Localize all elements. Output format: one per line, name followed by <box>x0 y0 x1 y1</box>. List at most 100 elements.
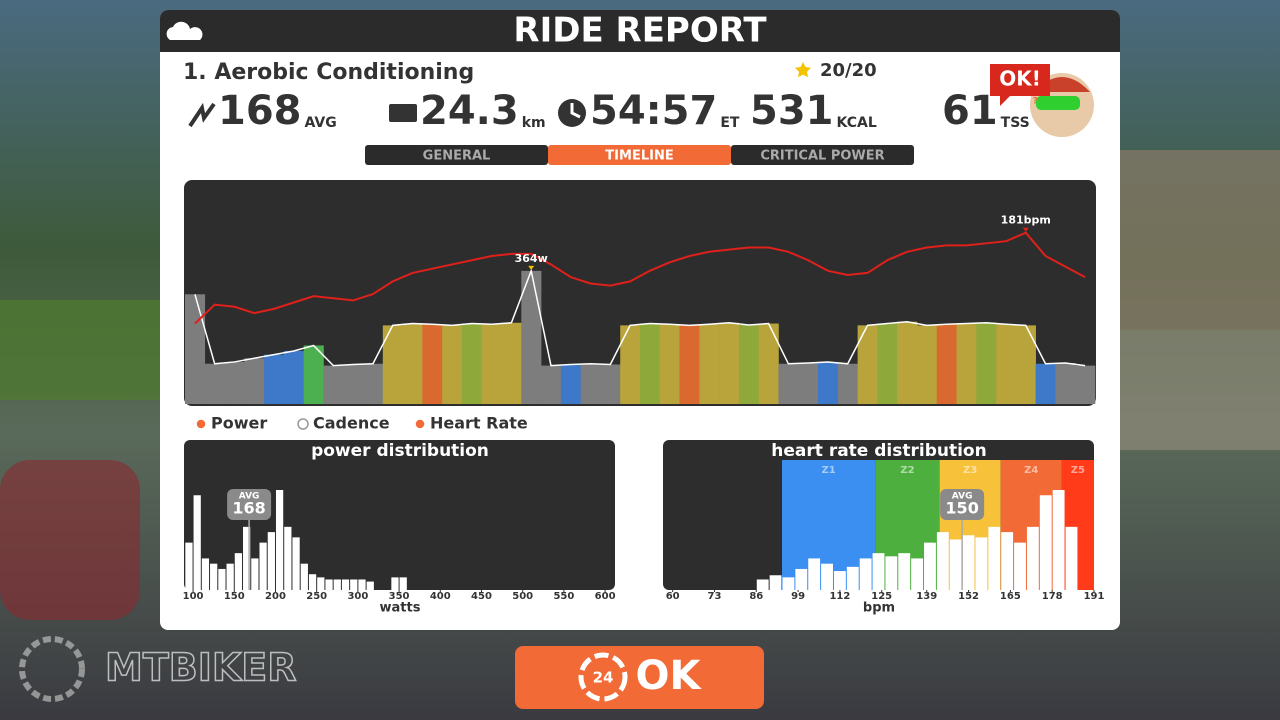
tab[interactable] <box>731 145 914 165</box>
ok-badge: 24 <box>593 669 614 687</box>
histogram-bar <box>341 579 350 590</box>
histogram-bar <box>936 532 949 590</box>
legend-marker[interactable] <box>195 418 207 430</box>
histogram-bar <box>399 577 407 590</box>
tab[interactable] <box>365 145 548 165</box>
power-column <box>1075 365 1096 404</box>
power-column <box>818 361 839 404</box>
x-tick-label: 500 <box>512 591 533 602</box>
avg-box <box>227 489 272 520</box>
x-tick-label: 191 <box>1084 591 1105 602</box>
x-tick-label: 73 <box>708 591 722 602</box>
zone-label: Z1 <box>822 465 836 476</box>
x-tick-label: 99 <box>791 591 805 602</box>
power-column <box>244 358 265 404</box>
power-column <box>204 363 225 404</box>
histogram-bar <box>1065 526 1078 590</box>
histogram-bar <box>975 537 988 590</box>
histogram-bar <box>872 553 885 590</box>
title: RIDE REPORT <box>513 11 767 51</box>
hr-x-label: bpm <box>863 601 895 616</box>
tab-label[interactable]: GENERAL <box>423 149 491 164</box>
clock-hands <box>570 103 581 119</box>
zone-label: Z5 <box>1071 465 1085 476</box>
annotation-pointer <box>528 265 535 270</box>
histogram-bar <box>185 542 193 590</box>
histogram-bar <box>1001 532 1014 590</box>
background-rider <box>0 460 140 620</box>
histogram-bar <box>308 574 317 590</box>
x-tick-label: 165 <box>1000 591 1021 602</box>
watermark-logo <box>19 636 85 702</box>
tab-label[interactable]: CRITICAL POWER <box>760 149 884 164</box>
power-column <box>798 363 819 404</box>
power-column <box>363 363 384 404</box>
power-column <box>323 365 344 404</box>
background-house <box>1120 150 1280 330</box>
histogram-bar <box>226 563 234 590</box>
power-column <box>976 322 997 404</box>
zone-label: Z2 <box>900 465 914 476</box>
tab[interactable] <box>548 145 731 165</box>
legend-marker[interactable] <box>414 418 426 430</box>
histogram-bar <box>846 566 859 590</box>
histogram-bar <box>833 571 846 590</box>
histogram-bar <box>259 542 267 590</box>
x-tick-label: 200 <box>265 591 286 602</box>
histogram-bar <box>366 581 374 590</box>
power-column <box>541 365 562 404</box>
histogram-bar <box>210 563 218 590</box>
badge: OK! <box>999 67 1041 91</box>
stat-value: 54:57 <box>590 88 717 134</box>
power-column <box>758 323 779 404</box>
power-column <box>185 294 206 404</box>
histogram-bar <box>769 575 782 590</box>
histogram-bar <box>911 558 924 590</box>
power-column <box>1035 363 1056 404</box>
x-tick-label: 600 <box>595 591 616 602</box>
power-column <box>402 323 423 404</box>
background-grass <box>0 300 160 400</box>
annotation-pointer <box>1022 227 1029 232</box>
histogram-bar <box>251 558 259 590</box>
histogram-bar <box>358 579 366 590</box>
x-tick-label: 350 <box>389 591 410 602</box>
tab-label[interactable]: TIMELINE <box>605 149 673 164</box>
power-column <box>936 324 957 404</box>
x-tick-label: 139 <box>916 591 937 602</box>
histogram-bar <box>808 558 821 590</box>
legend-label[interactable]: Power <box>211 414 267 433</box>
star-icon <box>795 62 811 78</box>
hr-distribution-title: heart rate distribution <box>771 441 986 461</box>
power-column <box>916 325 938 404</box>
histogram-bar <box>821 563 833 590</box>
power-column <box>283 350 304 404</box>
zone-label: Z4 <box>1024 465 1038 476</box>
stat-unit: AVG <box>305 115 337 131</box>
power-column <box>560 364 581 404</box>
power-column <box>264 354 285 404</box>
cloud-icon[interactable] <box>166 21 203 40</box>
ok-button[interactable] <box>515 646 764 709</box>
x-tick-label: 150 <box>224 591 245 602</box>
histogram-bar <box>988 526 1001 590</box>
x-tick-label: 60 <box>666 591 680 602</box>
power-column <box>778 363 799 404</box>
power-column <box>343 364 364 404</box>
avatar-glasses <box>1036 96 1080 110</box>
power-column <box>442 325 463 404</box>
legend-marker[interactable] <box>297 418 309 430</box>
power-column <box>521 270 542 404</box>
x-tick-label: 450 <box>471 591 492 602</box>
workout-name: 1. Aerobic Conditioning <box>183 60 474 85</box>
annotation: 181bpm <box>1001 214 1051 227</box>
legend-label[interactable]: Heart Rate <box>430 414 528 433</box>
stat-value: 531 <box>750 88 834 134</box>
background-road <box>1120 330 1280 450</box>
legend-label[interactable]: Cadence <box>313 414 390 433</box>
histogram-bar <box>1014 542 1026 590</box>
histogram-bar <box>243 526 251 590</box>
power-icon <box>188 102 216 128</box>
header-bar <box>160 10 1120 52</box>
